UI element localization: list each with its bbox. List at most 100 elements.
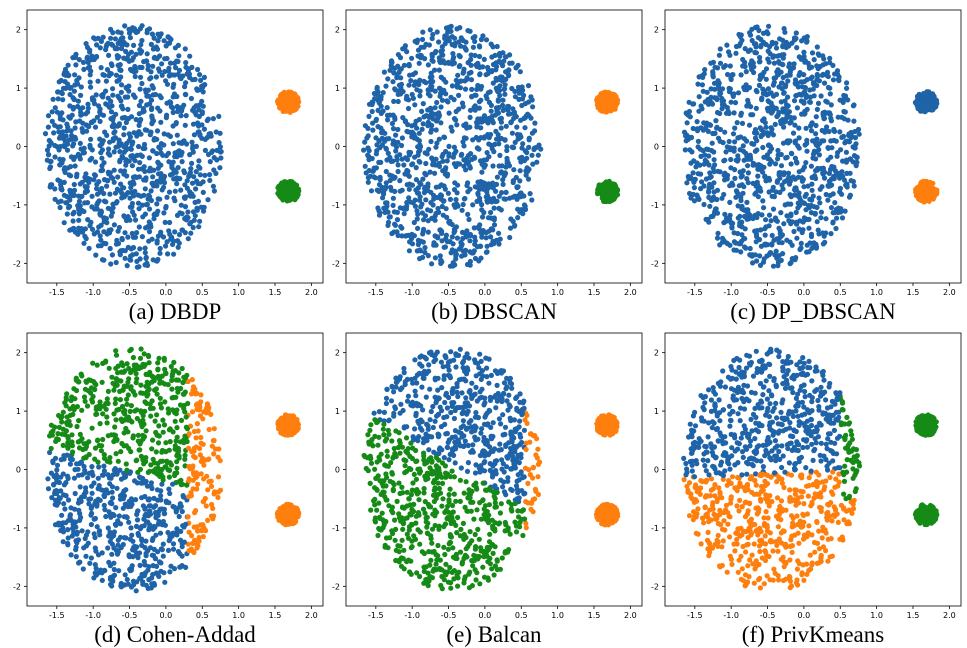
scatter-point xyxy=(383,184,389,190)
scatter-point xyxy=(195,481,201,487)
scatter-point xyxy=(733,194,739,200)
scatter-point xyxy=(195,121,201,127)
scatter-point xyxy=(156,144,162,150)
scatter-point xyxy=(744,199,750,205)
scatter-point xyxy=(175,71,181,77)
scatter-point xyxy=(842,95,848,101)
scatter-point xyxy=(479,234,485,240)
scatter-point xyxy=(800,227,806,233)
scatter-point xyxy=(286,92,292,98)
scatter-point xyxy=(477,64,483,70)
scatter-point xyxy=(91,516,97,522)
scatter-point xyxy=(160,553,166,559)
scatter-point xyxy=(395,52,401,58)
scatter-point xyxy=(775,259,782,265)
scatter-point xyxy=(369,101,375,108)
scatter-point xyxy=(467,107,474,113)
scatter-point xyxy=(151,35,157,41)
scatter-point xyxy=(105,95,111,101)
scatter-point xyxy=(47,165,53,172)
scatter-point xyxy=(507,52,513,58)
scatter-point xyxy=(504,155,510,161)
scatter-point xyxy=(143,428,149,434)
scatter-point xyxy=(72,54,78,61)
scatter-point xyxy=(746,122,753,128)
scatter-point xyxy=(51,473,57,479)
scatter-point xyxy=(136,174,142,180)
scatter-point xyxy=(530,104,536,110)
scatter-point xyxy=(106,52,112,59)
scatter-point xyxy=(149,446,155,452)
scatter-point xyxy=(113,259,119,266)
scatter-point xyxy=(505,111,512,117)
scatter-point xyxy=(388,184,394,190)
scatter-point xyxy=(129,200,135,207)
scatter-point xyxy=(731,148,737,154)
scatter-point xyxy=(95,199,101,206)
scatter-point xyxy=(781,124,787,130)
scatter-point xyxy=(472,103,478,109)
scatter-point xyxy=(187,53,193,59)
scatter-point xyxy=(834,68,841,74)
scatter-point xyxy=(402,155,409,161)
scatter-point xyxy=(828,231,834,237)
panel-caption: (a) DBDP xyxy=(129,299,222,324)
scatter-point xyxy=(429,261,435,267)
scatter-point xyxy=(397,152,403,158)
scatter-point xyxy=(91,231,97,237)
scatter-point xyxy=(478,135,484,141)
scatter-point xyxy=(97,45,103,51)
scatter-point xyxy=(136,143,142,150)
scatter-point xyxy=(110,92,116,98)
scatter-point xyxy=(788,201,794,207)
scatter-point xyxy=(460,139,466,145)
scatter-point xyxy=(511,167,517,173)
scatter-point xyxy=(490,120,496,126)
scatter-point xyxy=(392,222,398,228)
scatter-point xyxy=(112,190,119,196)
scatter-point xyxy=(515,215,521,221)
scatter-point xyxy=(182,195,188,201)
scatter-point xyxy=(98,65,104,71)
scatter-point xyxy=(806,225,812,231)
scatter-point xyxy=(197,172,203,178)
scatter-point xyxy=(56,79,62,85)
scatter-point xyxy=(477,71,483,77)
scatter-point xyxy=(763,41,769,48)
scatter-point xyxy=(732,139,738,145)
scatter-point xyxy=(111,124,117,130)
scatter-point xyxy=(387,172,393,178)
scatter-point xyxy=(92,124,99,130)
scatter-point xyxy=(127,66,134,72)
scatter-point xyxy=(923,102,929,108)
scatter-point xyxy=(175,58,181,65)
scatter-point xyxy=(139,37,145,44)
scatter-point xyxy=(409,162,415,168)
scatter-point xyxy=(293,186,299,192)
scatter-point xyxy=(455,72,461,78)
scatter-point xyxy=(100,94,106,100)
scatter-point xyxy=(188,95,194,102)
scatter-point xyxy=(383,83,389,89)
scatter-point xyxy=(453,197,459,203)
scatter-point xyxy=(196,224,202,230)
scatter-point xyxy=(92,445,99,451)
scatter-point xyxy=(774,178,781,184)
scatter-point xyxy=(823,61,829,67)
scatter-point xyxy=(81,208,87,215)
scatter-point xyxy=(150,563,156,569)
scatter-point xyxy=(781,26,787,32)
scatter-point xyxy=(688,135,695,141)
scatter-point xyxy=(374,86,380,92)
scatter-point xyxy=(179,159,185,165)
scatter-point xyxy=(596,188,602,194)
scatter-point xyxy=(191,217,197,223)
scatter-point xyxy=(693,164,699,170)
scatter-point xyxy=(695,171,701,177)
scatter-point xyxy=(184,141,190,147)
scatter-point xyxy=(398,142,405,149)
scatter-points xyxy=(45,346,302,594)
scatter-point xyxy=(71,88,77,94)
scatter-point xyxy=(510,194,516,200)
scatter-point xyxy=(119,235,125,242)
